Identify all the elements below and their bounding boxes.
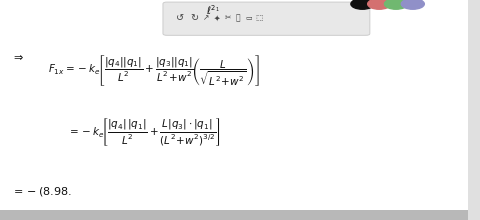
Bar	[468, 0, 480, 220]
Text: $= -(8.98.$: $= -(8.98.$	[11, 185, 72, 198]
Text: $\ell^{2_1}$: $\ell^{2_1}$	[206, 3, 220, 17]
Text: ↻: ↻	[191, 13, 198, 23]
Circle shape	[401, 0, 424, 9]
Text: $F_{1x} = -k_e\!\left[\dfrac{|q_4||q_1|}{L^2} + \dfrac{|q_3||q_1|}{L^2\!+\!w^2}\: $F_{1x} = -k_e\!\left[\dfrac{|q_4||q_1|}…	[48, 53, 260, 88]
FancyBboxPatch shape	[163, 2, 370, 35]
Text: ↺: ↺	[176, 13, 184, 23]
Text: ✦: ✦	[214, 13, 220, 22]
Text: $= -k_e\!\left[\dfrac{|q_4|\,|q_1|}{L^2} + \dfrac{L|q_3|\cdot|q_1|}{(L^2\!+\!w^2: $= -k_e\!\left[\dfrac{|q_4|\,|q_1|}{L^2}…	[67, 116, 221, 148]
Bar	[0, 210, 480, 220]
Circle shape	[384, 0, 408, 9]
Text: ↗: ↗	[203, 13, 210, 22]
Text: ⟋: ⟋	[236, 13, 240, 22]
Text: ⬚: ⬚	[255, 13, 263, 22]
Text: $\Rightarrow$: $\Rightarrow$	[11, 52, 24, 62]
Text: ▭: ▭	[245, 15, 252, 21]
Text: ✂: ✂	[224, 13, 231, 22]
Circle shape	[351, 0, 374, 9]
Circle shape	[368, 0, 391, 9]
